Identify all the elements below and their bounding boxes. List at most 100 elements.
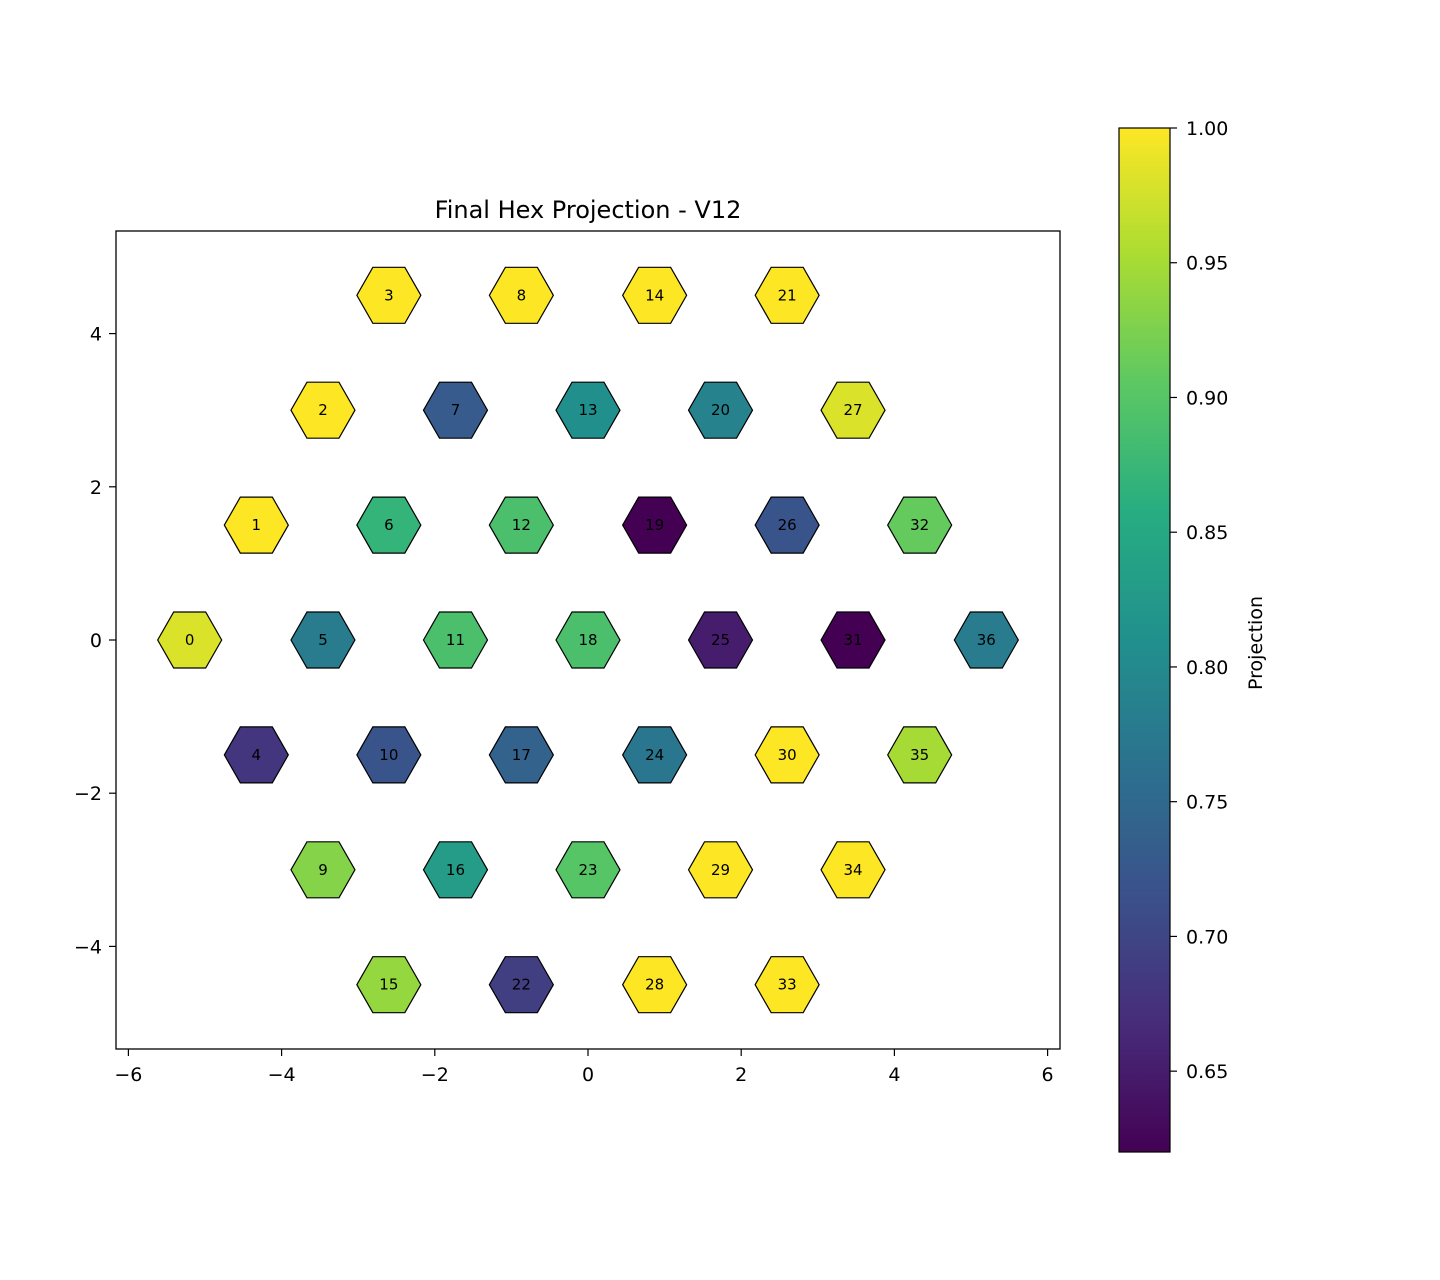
hex-cell-label: 36 — [977, 631, 996, 649]
hex-cell — [687, 611, 754, 669]
hex-cell-label: 21 — [778, 286, 797, 304]
colorbar-tick-label: 1.00 — [1186, 118, 1228, 140]
x-axis: −6 −4 −2 0 2 4 6 — [114, 1049, 1054, 1086]
x-tick-label: 6 — [1042, 1064, 1054, 1086]
hex-cell-label: 28 — [645, 976, 664, 994]
hex-cell — [422, 841, 489, 899]
hex-cell-label: 3 — [384, 286, 394, 304]
hex-cell-label: 10 — [379, 746, 398, 764]
hex-cells: 0123456789101112131415161718192021222324… — [156, 266, 1020, 1014]
hex-cell — [555, 611, 621, 669]
hex-cell — [754, 956, 820, 1014]
hex-cell — [356, 496, 422, 554]
hex-cell — [687, 381, 754, 439]
chart-title: Final Hex Projection - V12 — [435, 196, 742, 224]
hex-cell — [621, 496, 688, 554]
hex-cell-label: 11 — [446, 631, 465, 649]
hex-cell — [488, 726, 555, 784]
x-tick-label: 2 — [735, 1064, 747, 1086]
hex-cell-label: 29 — [711, 861, 730, 879]
hex-cell — [555, 381, 621, 439]
hex-cell-label: 6 — [384, 516, 394, 534]
hex-cell-label: 17 — [512, 746, 531, 764]
hex-cell — [886, 726, 953, 784]
x-tick-label: −6 — [114, 1064, 142, 1086]
hex-cell-label: 0 — [185, 631, 195, 649]
hex-cell — [820, 841, 886, 899]
hex-cell — [687, 841, 754, 899]
hex-cell-label: 2 — [318, 401, 328, 419]
y-tick-label: −2 — [74, 783, 102, 805]
hex-cell — [422, 381, 489, 439]
hex-cell-label: 16 — [446, 861, 465, 879]
hex-cell — [356, 956, 422, 1014]
x-tick-label: 4 — [888, 1064, 900, 1086]
hex-cell-label: 35 — [910, 746, 929, 764]
hex-cell-label: 27 — [843, 401, 862, 419]
hex-cell — [223, 496, 290, 554]
hex-cell — [290, 381, 356, 439]
hex-cell-label: 13 — [578, 401, 597, 419]
x-tick-label: 0 — [582, 1064, 594, 1086]
hex-cell-label: 31 — [843, 631, 862, 649]
hex-cell-label: 8 — [517, 286, 527, 304]
hex-cell — [886, 496, 953, 554]
hex-cell — [820, 611, 886, 669]
hex-cell-label: 20 — [711, 401, 730, 419]
hex-cell — [754, 496, 820, 554]
hex-cell-label: 26 — [778, 516, 797, 534]
hex-cell — [290, 841, 356, 899]
y-axis: −4 −2 0 2 4 — [74, 324, 116, 958]
hex-cell — [621, 726, 688, 784]
hex-cell — [621, 266, 688, 324]
hex-cell-label: 15 — [379, 976, 398, 994]
hex-cell — [621, 956, 688, 1014]
colorbar-label: Projection — [1245, 596, 1267, 690]
colorbar-tick-label: 0.65 — [1186, 1061, 1228, 1083]
colorbar-tick-label: 0.80 — [1186, 657, 1228, 679]
hex-cell — [223, 726, 290, 784]
hex-cell-label: 9 — [318, 861, 328, 879]
x-tick-label: −2 — [421, 1064, 449, 1086]
hex-cell — [555, 841, 621, 899]
hex-cell — [754, 726, 820, 784]
y-tick-label: 0 — [90, 630, 102, 652]
hex-cell-label: 5 — [318, 631, 328, 649]
hex-cell — [356, 266, 422, 324]
hex-cell-label: 23 — [578, 861, 597, 879]
hex-cell-label: 25 — [711, 631, 730, 649]
colorbar-tick-label: 0.90 — [1186, 387, 1228, 409]
y-tick-label: 4 — [90, 324, 102, 346]
hex-cell — [488, 266, 555, 324]
hex-cell — [290, 611, 356, 669]
colorbar-axis: 0.65 0.70 0.75 0.80 0.85 0.90 0.95 1.00 — [1170, 118, 1228, 1083]
hex-cell-label: 12 — [512, 516, 531, 534]
hex-cell — [953, 611, 1020, 669]
colorbar — [1118, 127, 1171, 1153]
hex-cell-label: 18 — [578, 631, 597, 649]
hex-cell-label: 22 — [512, 976, 531, 994]
hex-cell-label: 7 — [451, 401, 461, 419]
hex-cell-label: 4 — [252, 746, 262, 764]
hex-cell-label: 24 — [645, 746, 664, 764]
y-tick-label: 2 — [90, 477, 102, 499]
colorbar-tick-label: 0.70 — [1186, 926, 1228, 948]
x-tick-label: −4 — [268, 1064, 296, 1086]
hex-cell — [356, 726, 422, 784]
hex-cell-label: 34 — [843, 861, 862, 879]
hex-cell — [488, 496, 555, 554]
hex-cell-label: 33 — [778, 976, 797, 994]
hex-cell-label: 19 — [645, 516, 664, 534]
y-tick-label: −4 — [74, 936, 102, 958]
hex-cell-label: 1 — [252, 516, 262, 534]
hex-cell — [422, 611, 489, 669]
hex-cell — [754, 266, 820, 324]
colorbar-tick-label: 0.85 — [1186, 522, 1228, 544]
hex-cell — [156, 611, 223, 669]
colorbar-tick-label: 0.95 — [1186, 253, 1228, 275]
hex-cell-label: 14 — [645, 286, 664, 304]
hex-cell — [488, 956, 555, 1014]
colorbar-tick-label: 0.75 — [1186, 792, 1228, 814]
hex-cell-label: 30 — [778, 746, 797, 764]
